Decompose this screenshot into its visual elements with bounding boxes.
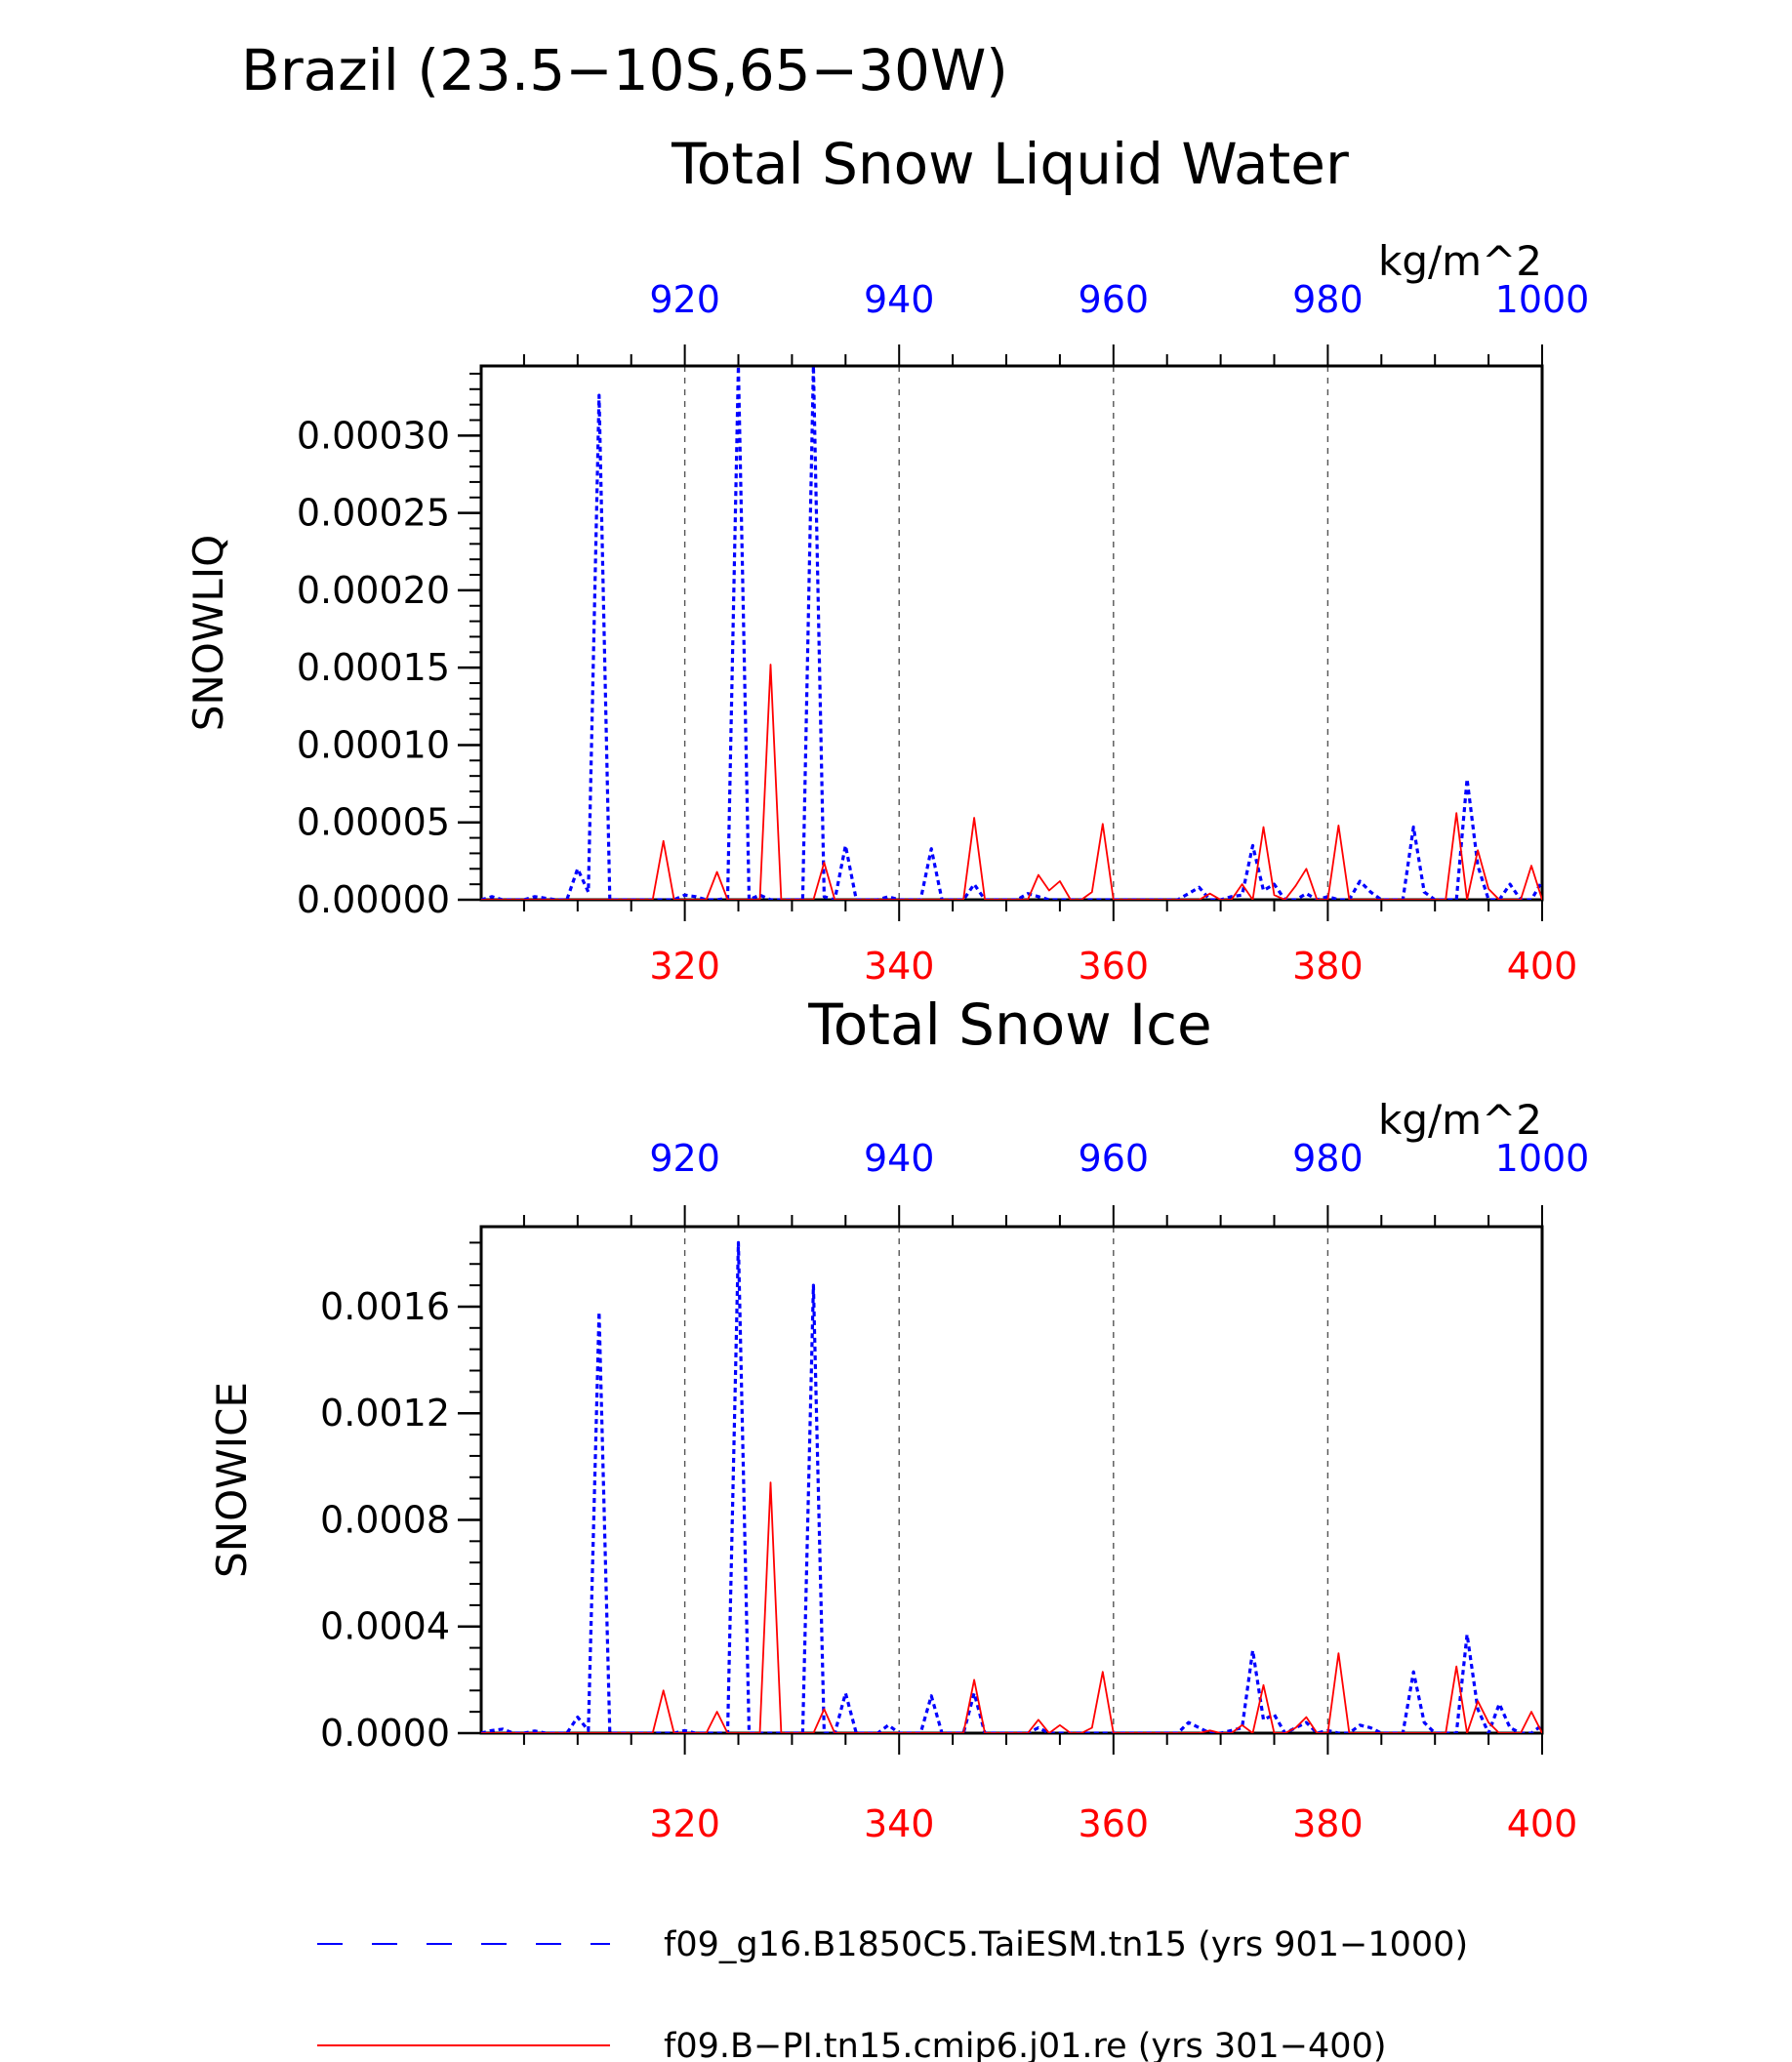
legend-label-red: f09.B−PI.tn15.cmip6.j01.re (yrs 301−400) (664, 2027, 1387, 2062)
x-bottom-tick-label: 340 (864, 945, 935, 988)
x-top-tick-label: 920 (649, 278, 720, 321)
series-line-red (481, 1481, 1542, 1733)
series-line-blue (481, 366, 1542, 900)
y-tick-label: 0.0004 (320, 1605, 450, 1648)
y-tick-label: 0.00000 (297, 878, 450, 921)
panel-title: Total Snow Liquid Water (671, 131, 1349, 197)
x-top-tick-label: 920 (649, 1137, 720, 1180)
y-tick-label: 0.00015 (297, 646, 450, 689)
x-bottom-tick-label: 380 (1292, 945, 1364, 988)
legend: f09_g16.B1850C5.TaiESM.tn15 (yrs 901−100… (317, 1925, 1468, 2062)
plot-frame (479, 1225, 1544, 1735)
y-axis-label: SNOWICE (208, 1382, 256, 1578)
y-tick-label: 0.00025 (297, 492, 450, 535)
plot-frame (479, 364, 1544, 902)
units-label: kg/m^2 (1378, 237, 1542, 285)
legend-label-blue: f09_g16.B1850C5.TaiESM.tn15 (yrs 901−100… (664, 1925, 1468, 1964)
y-tick-label: 0.0016 (320, 1285, 450, 1328)
panel-snowliq: Total Snow Liquid Water kg/m^2 0.00000 0.00… (184, 131, 1589, 988)
x-bottom-tick-label: 360 (1079, 1802, 1150, 1845)
x-top-tick-label: 980 (1292, 1137, 1364, 1180)
y-tick-label: 0.00020 (297, 569, 450, 612)
series-line-red (481, 664, 1542, 900)
y-tick-label: 0.0012 (320, 1392, 450, 1435)
x-bottom-tick-label: 360 (1079, 945, 1150, 988)
x-bottom-tick-label: 320 (649, 945, 720, 988)
x-bottom-tick-label: 380 (1292, 1802, 1364, 1845)
x-bottom-tick-label: 400 (1507, 945, 1578, 988)
x-top-tick-label: 980 (1292, 278, 1364, 321)
panel-title: Total Snow Ice (807, 991, 1212, 1058)
x-top-tick-label: 940 (864, 278, 935, 321)
x-top-tick-label: 1000 (1495, 1137, 1590, 1180)
figure-title: Brazil (23.5−10S,65−30W) (241, 37, 1008, 103)
x-top-tick-label: 940 (864, 1137, 935, 1180)
x-bottom-tick-label: 320 (649, 1802, 720, 1845)
y-axis-label: SNOWLIQ (184, 535, 232, 732)
x-top-tick-label: 960 (1079, 1137, 1150, 1180)
y-tick-label: 0.0000 (320, 1712, 450, 1755)
y-tick-label: 0.0008 (320, 1498, 450, 1541)
series-line-blue (481, 1240, 1542, 1733)
x-top-tick-label: 960 (1079, 278, 1150, 321)
y-tick-label: 0.00010 (297, 723, 450, 766)
x-top-tick-label: 1000 (1495, 278, 1590, 321)
x-bottom-tick-label: 400 (1507, 1802, 1578, 1845)
y-tick-label: 0.00030 (297, 414, 450, 457)
y-tick-label: 0.00005 (297, 801, 450, 844)
x-bottom-tick-label: 340 (864, 1802, 935, 1845)
units-label: kg/m^2 (1378, 1096, 1542, 1144)
panel-snowice: Total Snow Ice kg/m^2 0.0000 0.0004 0.0008 0.… (208, 991, 1589, 1845)
